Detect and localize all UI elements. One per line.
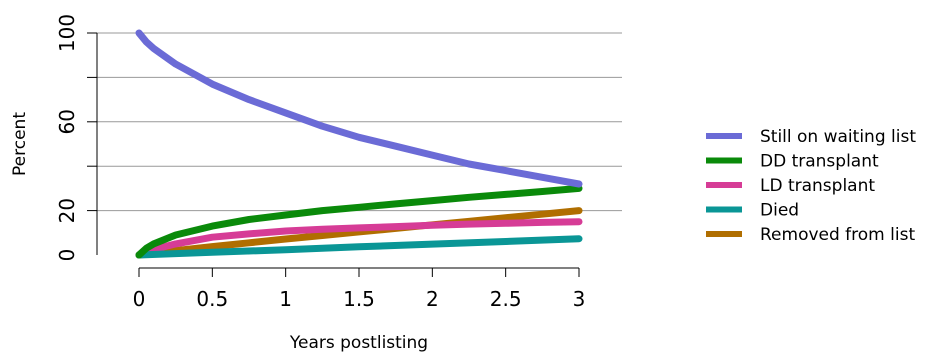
legend-label: Still on waiting list (760, 127, 916, 147)
y-tick-label: 0 (55, 249, 79, 262)
series-line-still-on-waiting-list (135, 29, 583, 188)
x-tick-label: 1 (279, 287, 292, 311)
legend-label: LD transplant (760, 176, 875, 196)
series-line-ld-transplant (135, 218, 583, 259)
legend-label: Removed from list (760, 225, 915, 245)
x-tick-label: 3 (573, 287, 586, 311)
series-line-died (135, 235, 583, 259)
series-line-removed-from-list (135, 207, 583, 259)
x-tick-label: 2 (426, 287, 439, 311)
series-line-dd-transplant (135, 184, 583, 259)
y-tick-label: 20 (55, 198, 79, 223)
y-axis-title: Percent (10, 112, 30, 176)
gridlines (97, 32, 622, 212)
axes: 0 20 60 100 0 0.5 1 1.5 2 2.5 3 (55, 14, 585, 311)
x-tick-label: 2.5 (490, 287, 522, 311)
y-tick-label: 100 (55, 14, 79, 52)
x-tick-label: 0 (133, 287, 146, 311)
x-tick-label: 0.5 (196, 287, 228, 311)
legend-label: Died (760, 201, 799, 221)
legend-label: DD transplant (760, 152, 879, 172)
series-lines (135, 29, 583, 259)
x-tick-label: 1.5 (343, 287, 375, 311)
y-tick-label: 60 (55, 109, 79, 134)
legend: Still on waiting list DD transplant LD tra… (706, 127, 916, 245)
x-axis-title: Years postlisting (289, 333, 428, 353)
